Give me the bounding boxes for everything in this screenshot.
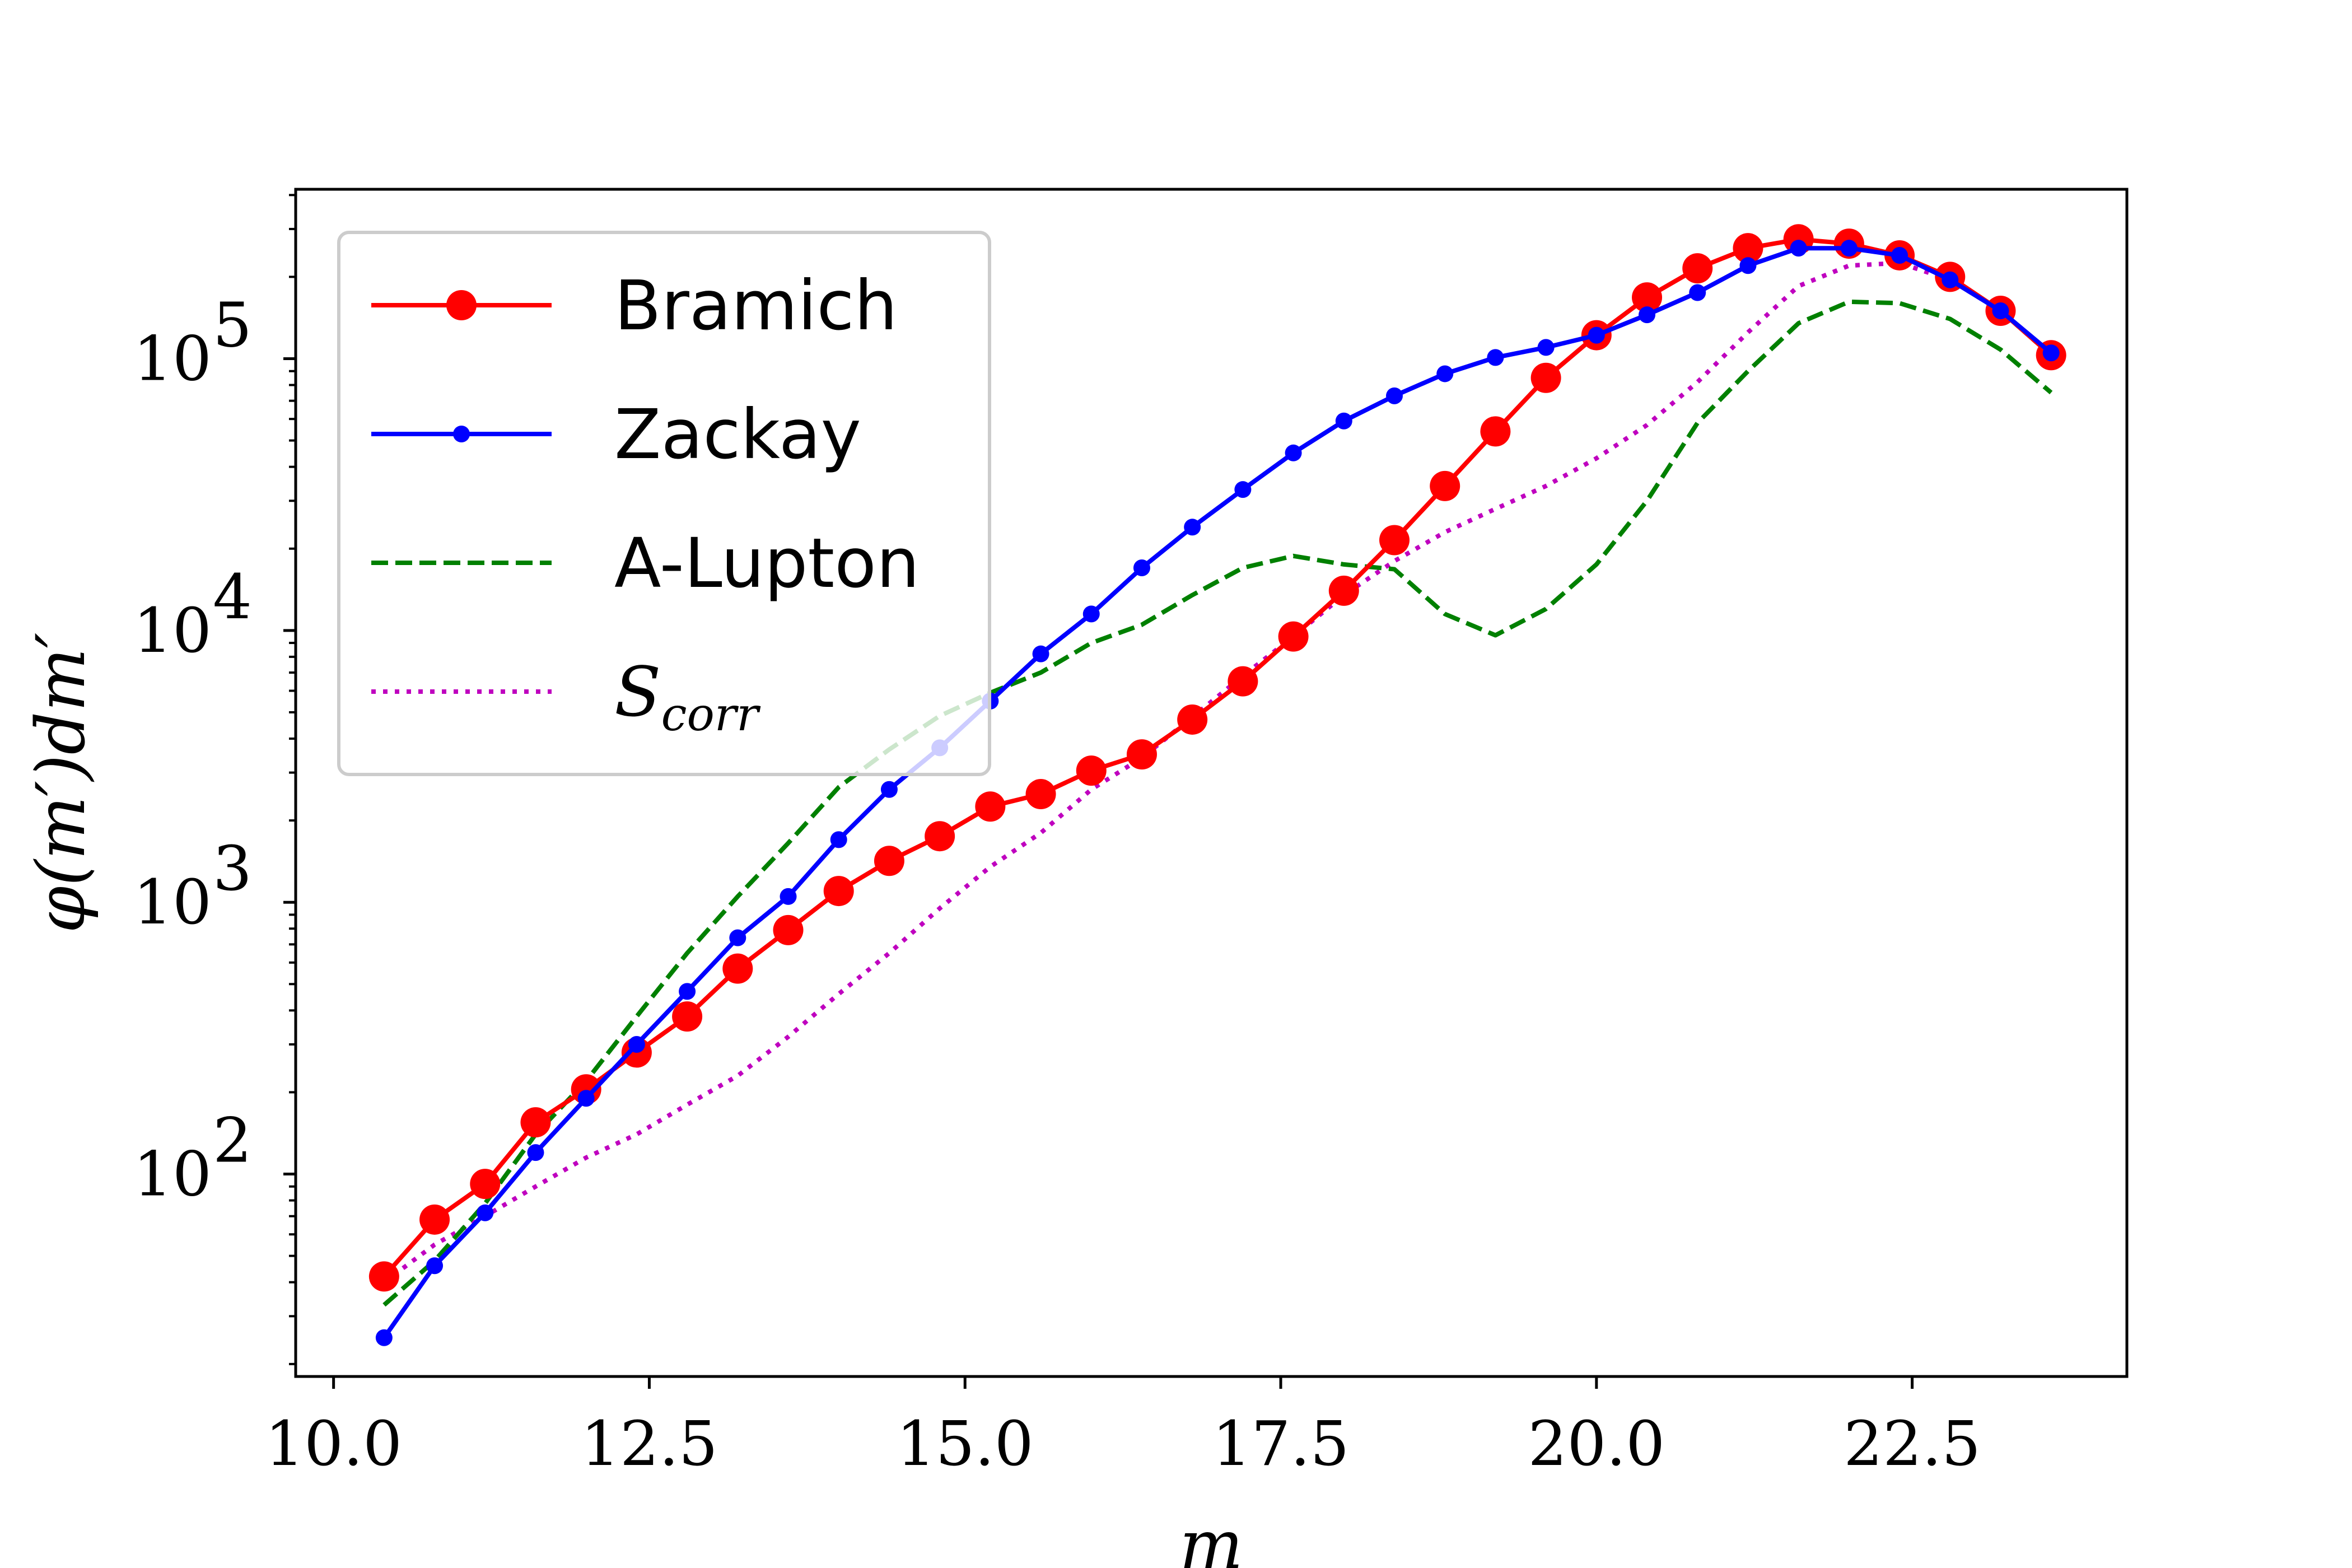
data-point-bramich (470, 1169, 501, 1200)
data-point-bramich (1076, 755, 1107, 786)
data-point-zackay (1386, 387, 1403, 404)
data-point-zackay (1487, 349, 1504, 366)
data-point-zackay (628, 1035, 645, 1053)
y-tick-label: 10 (133, 595, 212, 666)
data-point-bramich (925, 821, 955, 852)
x-tick-label: 10.0 (265, 1408, 402, 1480)
data-point-zackay (880, 781, 898, 798)
legend-marker-bramich (446, 290, 477, 320)
data-point-zackay (1537, 339, 1555, 356)
data-point-zackay (577, 1090, 595, 1107)
data-point-zackay (2042, 344, 2060, 362)
legend-label-zackay: Zackay (614, 395, 861, 474)
data-point-zackay (1840, 240, 1858, 257)
data-point-zackay (1639, 306, 1656, 324)
data-point-bramich (1328, 575, 1359, 606)
data-point-zackay (1082, 605, 1100, 623)
data-point-bramich (823, 876, 854, 907)
x-tick-label: 17.5 (1212, 1408, 1350, 1480)
x-tick-label: 20.0 (1528, 1408, 1665, 1480)
x-tick-label: 22.5 (1844, 1408, 1981, 1480)
data-point-zackay (527, 1144, 544, 1161)
data-point-bramich (975, 791, 1006, 822)
y-axis-title: φ(m′)dm′ (22, 633, 100, 934)
data-point-zackay (1891, 246, 1908, 264)
data-point-zackay (426, 1257, 444, 1275)
data-point-zackay (1942, 271, 1959, 288)
data-point-zackay (1285, 444, 1302, 461)
legend-label-a-lupton: A-Lupton (614, 524, 920, 603)
data-point-zackay (1184, 519, 1201, 536)
data-point-bramich (1278, 621, 1309, 652)
data-point-bramich (368, 1261, 399, 1292)
data-point-zackay (1133, 559, 1150, 576)
x-tick-label: 12.5 (581, 1408, 718, 1480)
data-point-zackay (830, 831, 847, 848)
x-axis-title: m (1179, 1506, 1243, 1568)
y-tick-exponent: 5 (213, 289, 252, 361)
data-point-bramich (520, 1107, 551, 1138)
y-tick-exponent: 2 (213, 1105, 252, 1177)
plot-frame (294, 188, 2129, 1378)
data-point-zackay (1436, 365, 1454, 382)
data-point-bramich (1682, 253, 1713, 284)
data-point-zackay (1790, 240, 1807, 257)
y-tick-label: 10 (133, 866, 212, 938)
y-tick-exponent: 3 (213, 833, 252, 904)
data-point-zackay (1032, 645, 1049, 662)
data-point-bramich (1733, 233, 1763, 264)
series-line-zackay (382, 246, 2053, 1340)
data-point-zackay (679, 983, 696, 1000)
data-point-bramich (1025, 779, 1056, 810)
data-point-zackay (1992, 302, 2009, 320)
y-tick-label: 10 (133, 323, 212, 394)
data-point-bramich (672, 1001, 703, 1032)
data-point-bramich (1530, 362, 1561, 393)
y-tick-label: 10 (133, 1138, 212, 1210)
data-point-bramich (773, 914, 804, 945)
data-point-bramich (874, 846, 904, 876)
data-point-zackay (1335, 412, 1352, 430)
legend-label-scorr-subscript: corr (661, 688, 761, 741)
legend-label-scorr: Scorr (614, 652, 761, 741)
series-layer (368, 224, 2066, 1346)
data-point-bramich (722, 953, 753, 984)
data-point-bramich (1632, 282, 1663, 313)
data-point-bramich (1126, 739, 1157, 770)
data-point-bramich (419, 1204, 450, 1235)
data-point-bramich (1430, 470, 1460, 501)
data-point-zackay (729, 929, 746, 946)
y-tick-exponent: 4 (213, 561, 252, 633)
data-point-zackay (375, 1329, 393, 1346)
data-point-bramich (1177, 704, 1208, 735)
data-point-zackay (1689, 284, 1706, 301)
legend-label-bramich: Bramich (614, 266, 898, 346)
legend-label-scorr-main: S (614, 652, 661, 732)
data-point-bramich (1480, 416, 1511, 447)
legend-box (337, 231, 991, 776)
legend-marker-zackay (453, 426, 470, 442)
data-point-zackay (780, 888, 797, 905)
data-point-bramich (1228, 666, 1258, 697)
series-line-a-lupton (382, 299, 2053, 1307)
data-point-zackay (1588, 326, 1605, 344)
data-point-zackay (477, 1204, 494, 1221)
data-point-zackay (1234, 481, 1252, 498)
x-tick-label: 15.0 (897, 1408, 1034, 1480)
series-line-bramich (382, 237, 2053, 1278)
legend: Bramich Zackay A-Lupton Scorr (337, 231, 991, 776)
data-point-zackay (1739, 257, 1757, 274)
data-point-bramich (1379, 525, 1410, 556)
